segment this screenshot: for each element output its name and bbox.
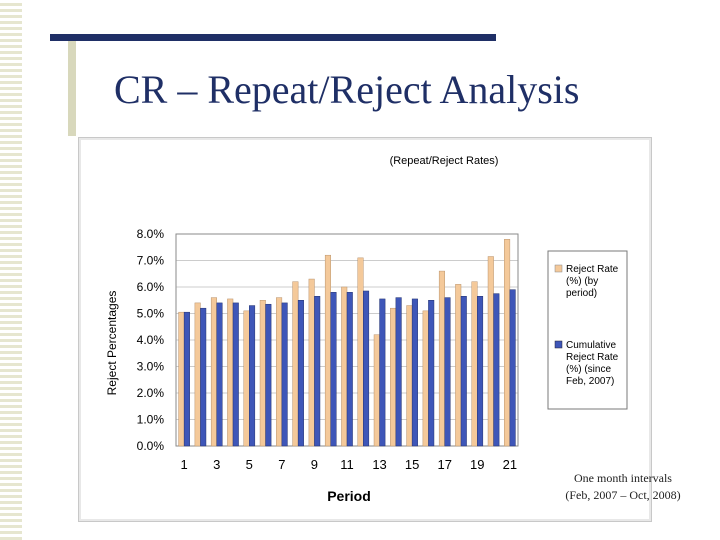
bar-cumulative-rate [183,311,190,447]
y-tick-label: 2.0% [137,386,165,400]
bar-cumulative-rate [346,292,353,447]
x-tick-label: 21 [503,457,517,472]
bar-reject-rate [194,302,201,447]
legend-label-cumulative: Cumulative Reject Rate (%) (since Feb, 2… [566,340,621,387]
note-line-1: One month intervals [574,471,672,485]
bar-cumulative-rate [200,307,207,447]
bar-cumulative-rate [265,303,272,447]
bar-reject-rate [210,297,217,447]
x-tick-label: 9 [311,457,318,472]
y-tick-label: 6.0% [137,280,165,294]
decorative-stripe-bar [0,0,22,540]
bar-cumulative-rate [460,296,467,447]
bar-cumulative-rate [314,296,321,447]
bar-reject-rate [292,281,299,447]
legend-line: Reject Rate [566,352,619,363]
interval-note: One month intervals (Feb, 2007 – Oct, 20… [548,470,698,504]
bar-reject-rate [324,254,331,447]
bar-reject-rate [504,239,511,447]
decorative-horizontal-rule [50,34,496,41]
bar-cumulative-rate [444,297,451,447]
legend-swatch-reject-rate [554,264,563,273]
legend-line: (%) (since [566,364,611,375]
y-tick-label: 8.0% [137,227,165,241]
bar-reject-rate [178,311,185,447]
bar-reject-rate [390,307,397,447]
x-tick-label: 7 [278,457,285,472]
legend-line: Reject Rate [566,264,619,275]
y-tick-label: 4.0% [137,333,165,347]
x-tick-label: 11 [340,457,354,472]
reject-rate-chart: (Repeat/Reject Rates) Reject Percentages… [105,155,628,504]
legend-line: (%) (by [566,276,598,287]
bar-reject-rate [455,284,462,447]
y-axis-label: Reject Percentages [105,291,119,396]
legend-line: Cumulative [566,340,616,351]
bar-reject-rate [422,310,429,447]
bar-cumulative-rate [493,293,500,447]
bar-reject-rate [357,257,364,447]
x-axis-label: Period [327,488,371,504]
bar-reject-rate [308,278,315,447]
y-tick-labels: 0.0% 1.0% 2.0% 3.0% 4.0% 5.0% 6.0% 7.0% 8.0% [137,227,165,453]
bar-cumulative-rate [395,297,402,447]
bar-cumulative-rate [330,292,337,447]
bar-reject-rate [438,270,445,447]
x-tick-label: 13 [372,457,386,472]
bar-cumulative-rate [509,289,516,447]
y-tick-label: 3.0% [137,360,165,374]
bar-cumulative-rate [249,305,256,447]
decorative-vertical-rule [68,40,76,136]
bar-reject-rate [471,281,478,447]
legend-line: Feb, 2007) [566,376,614,387]
x-tick-label: 17 [437,457,451,472]
bar-reject-rate [487,256,494,447]
bar-reject-rate [227,298,234,447]
x-tick-labels: 1 3 5 7 9 11 13 15 17 19 21 [181,457,518,472]
bar-cumulative-rate [281,302,288,447]
x-tick-label: 1 [181,457,188,472]
bar-cumulative-rate [232,302,239,447]
x-tick-label: 3 [213,457,220,472]
x-tick-label: 5 [246,457,253,472]
bar-reject-rate [406,305,413,447]
bar-reject-rate [341,286,348,447]
slide-title: CR – Repeat/Reject Analysis [114,67,580,112]
y-tick-label: 7.0% [137,254,165,268]
note-line-2: (Feb, 2007 – Oct, 2008) [565,488,681,502]
legend: Reject Rate (%) (by period) Cumulative R… [547,250,628,410]
y-tick-label: 1.0% [137,413,165,427]
x-tick-label: 15 [405,457,419,472]
bar-series [178,239,516,447]
x-tick-label: 19 [470,457,484,472]
bar-reject-rate [276,297,283,447]
legend-swatch-cumulative [554,340,563,349]
legend-box [547,250,628,410]
bar-cumulative-rate [216,302,223,447]
chart-title: (Repeat/Reject Rates) [390,155,499,167]
chart-frame: (Repeat/Reject Rates) Reject Percentages… [78,137,652,522]
bar-cumulative-rate [363,290,370,447]
bar-reject-rate [373,334,380,447]
bar-reject-rate [259,300,266,447]
bar-cumulative-rate [297,300,304,447]
legend-line: period) [566,288,597,299]
bar-reject-rate [243,310,250,447]
bar-cumulative-rate [411,298,418,447]
bar-cumulative-rate [379,298,386,447]
bar-cumulative-rate [477,296,484,447]
bar-cumulative-rate [428,300,435,447]
y-tick-label: 5.0% [137,307,165,321]
legend-label-reject-rate: Reject Rate (%) (by period) [566,264,621,299]
y-tick-label: 0.0% [137,439,165,453]
